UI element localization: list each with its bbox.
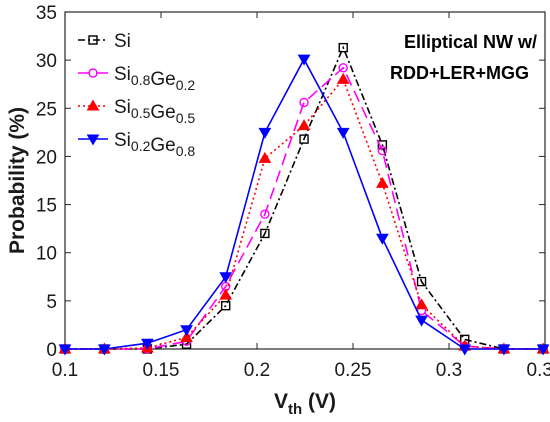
data-point: [258, 151, 272, 163]
data-point: [297, 54, 311, 66]
y-tick-label: 30: [36, 51, 57, 72]
legend: Si Si0.8Ge0.2 Si0.5Ge0.5 Si0.2Ge0.8: [78, 31, 195, 159]
data-point: [336, 127, 350, 139]
y-tick-label: 10: [36, 244, 57, 265]
legend-label: Si0.5Ge0.5: [114, 97, 195, 126]
legend-label: Si0.2Ge0.8: [114, 130, 195, 159]
data-point: [377, 145, 388, 156]
x-tick-label: 0.2: [244, 360, 270, 381]
data-point: [338, 42, 348, 53]
data-point: [497, 344, 511, 356]
annotation-line-2: RDD+LER+MGG: [390, 63, 529, 83]
data-point: [299, 134, 309, 144]
legend-label: Si0.8Ge0.2: [114, 64, 195, 93]
series-line: [65, 45, 544, 350]
legend-label: Si: [114, 31, 131, 52]
series-3: [58, 54, 550, 356]
legend-entry-0: Si: [78, 31, 131, 52]
data-point: [415, 298, 428, 310]
legend-entry-2: Si0.5Ge0.5: [78, 97, 195, 126]
plot-frame: [64, 11, 546, 350]
x-tick-label: 0.15: [143, 360, 180, 381]
x-tick-label: 0.35: [527, 360, 550, 381]
legend-entry-3: Si0.2Ge0.8: [78, 130, 195, 159]
x-tick-label: 0.3: [436, 360, 462, 381]
axes-layer: 0.1 0.15 0.2 0.25 0.3 0.35 0 5 10 15 20 25 30 35 Vth (…: [6, 3, 550, 418]
data-point: [97, 344, 111, 356]
y-tick-label: 15: [36, 196, 57, 217]
data-point: [180, 325, 193, 337]
y-axis-label: Probability (%): [6, 107, 29, 254]
x-axis-label: Vth (V): [274, 390, 336, 418]
data-point: [141, 338, 154, 350]
series-layer: [58, 42, 550, 356]
data-point: [536, 344, 550, 356]
data-point: [299, 97, 309, 108]
x-tick-label: 0.25: [335, 360, 372, 381]
data-point: [336, 72, 350, 84]
data-point: [376, 176, 389, 188]
annotation-line-1: Elliptical NW w/: [404, 32, 537, 52]
data-point: [260, 209, 270, 219]
y-tick-label: 5: [46, 292, 57, 313]
data-point: [180, 330, 193, 342]
y-tick-label: 20: [36, 147, 57, 168]
data-point: [416, 276, 427, 287]
x-tick-label: 0.1: [52, 360, 78, 381]
data-point: [258, 127, 272, 139]
y-tick-label: 25: [36, 99, 57, 120]
legend-entry-1: Si0.8Ge0.2: [78, 64, 195, 93]
data-point: [376, 233, 389, 245]
plot-layer: [64, 11, 546, 350]
data-point: [219, 288, 233, 300]
data-point: [86, 99, 100, 111]
data-point: [88, 68, 98, 78]
data-point: [58, 344, 72, 356]
data-point: [221, 300, 231, 311]
y-tick-label: 0: [46, 340, 57, 361]
data-point: [458, 344, 472, 356]
y-tick-label: 35: [36, 3, 57, 24]
data-point: [260, 228, 270, 239]
data-point: [338, 63, 348, 73]
data-point: [88, 35, 98, 45]
data-point: [219, 272, 233, 284]
data-point: [297, 119, 311, 131]
data-point: [86, 134, 100, 146]
data-point: [415, 315, 428, 327]
